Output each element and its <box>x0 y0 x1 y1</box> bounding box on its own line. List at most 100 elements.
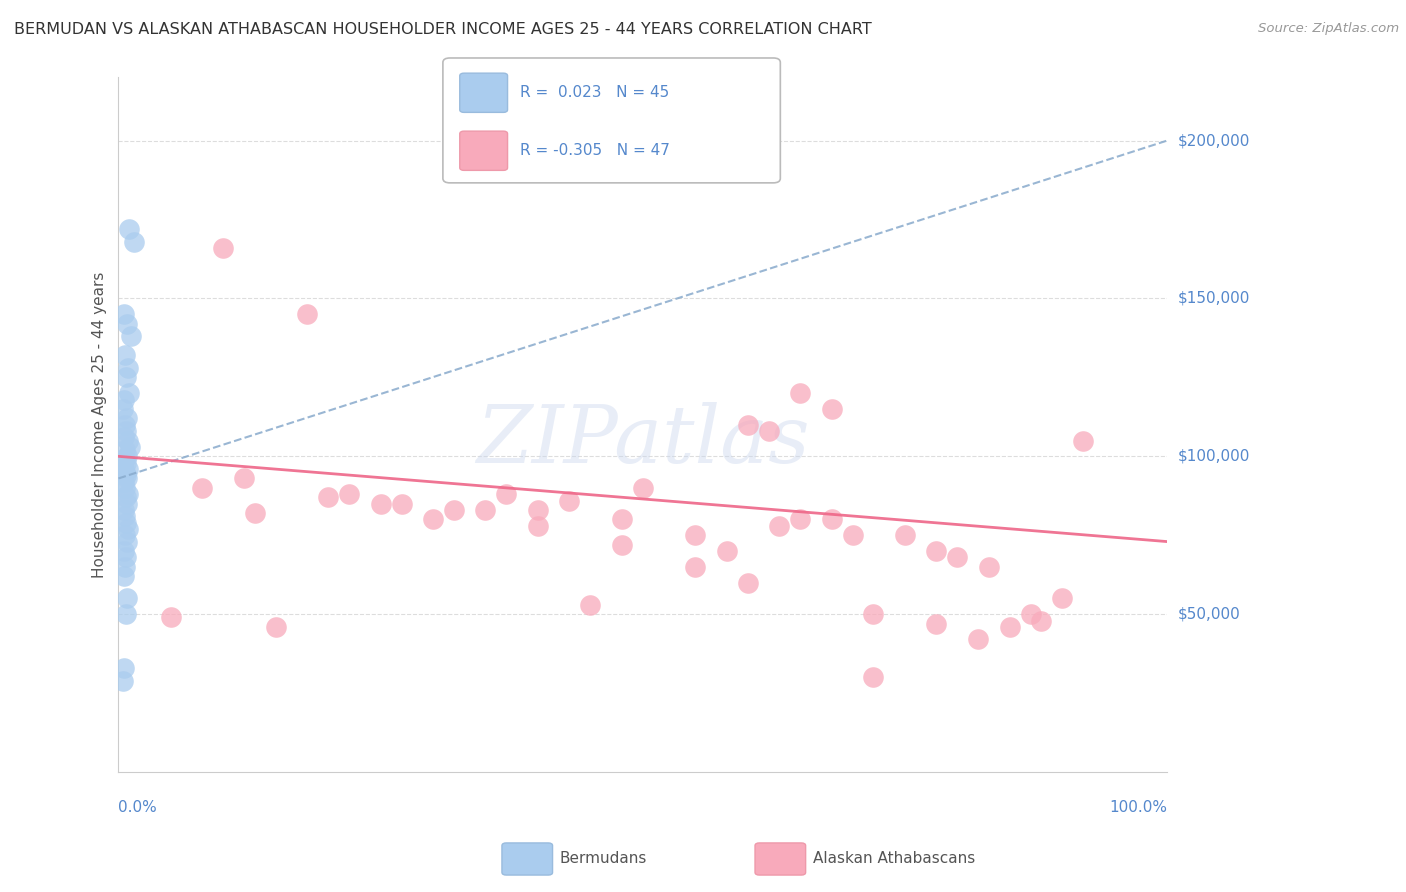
Point <box>114 528 136 542</box>
Point <box>558 493 581 508</box>
Point <box>115 534 138 549</box>
Point <box>111 673 134 688</box>
Point <box>737 575 759 590</box>
Point <box>820 401 842 416</box>
Text: Bermudans: Bermudans <box>560 852 647 866</box>
Point <box>114 370 136 384</box>
Point <box>115 497 138 511</box>
Point <box>998 620 1021 634</box>
Point <box>716 544 738 558</box>
Point <box>443 503 465 517</box>
Point <box>115 411 138 425</box>
Point <box>967 632 990 647</box>
Point <box>946 550 969 565</box>
Text: $150,000: $150,000 <box>1178 291 1250 306</box>
Point <box>610 512 633 526</box>
Text: $100,000: $100,000 <box>1178 449 1250 464</box>
Point <box>112 307 135 321</box>
Text: R = -0.305   N = 47: R = -0.305 N = 47 <box>520 144 671 158</box>
Point <box>117 434 139 448</box>
Text: 0.0%: 0.0% <box>118 800 157 815</box>
Point <box>337 487 360 501</box>
Point <box>862 670 884 684</box>
Point <box>191 481 214 495</box>
Text: 100.0%: 100.0% <box>1109 800 1167 815</box>
Point <box>117 462 139 476</box>
Text: ZIPatlas: ZIPatlas <box>477 401 810 479</box>
Point <box>820 512 842 526</box>
Point <box>370 497 392 511</box>
Point <box>114 417 136 432</box>
Point <box>1052 591 1074 606</box>
Point <box>112 503 135 517</box>
Point <box>117 522 139 536</box>
Point <box>117 360 139 375</box>
Point <box>114 468 136 483</box>
Text: Alaskan Athabascans: Alaskan Athabascans <box>813 852 974 866</box>
Point <box>925 544 948 558</box>
Point <box>527 503 550 517</box>
Text: $50,000: $50,000 <box>1178 607 1240 622</box>
Point <box>122 235 145 249</box>
Point <box>212 241 235 255</box>
Point <box>114 550 136 565</box>
Point <box>737 417 759 432</box>
Point <box>160 610 183 624</box>
Point <box>977 559 1000 574</box>
Point <box>115 591 138 606</box>
Point <box>768 518 790 533</box>
Point <box>233 471 256 485</box>
Point <box>579 598 602 612</box>
Point <box>1071 434 1094 448</box>
Point <box>295 307 318 321</box>
Point <box>894 528 917 542</box>
Point <box>112 544 135 558</box>
Point <box>118 386 141 401</box>
Point <box>112 661 135 675</box>
Point <box>114 456 136 470</box>
Point <box>114 465 136 479</box>
Point <box>114 491 136 505</box>
Text: R =  0.023   N = 45: R = 0.023 N = 45 <box>520 86 669 100</box>
Point <box>789 386 811 401</box>
Point <box>112 452 135 467</box>
Point <box>527 518 550 533</box>
Point <box>111 458 134 473</box>
Point <box>264 620 287 634</box>
Point <box>112 475 135 489</box>
Point <box>1031 614 1053 628</box>
Point <box>114 516 136 530</box>
Point <box>112 392 135 407</box>
Point <box>118 440 141 454</box>
Point <box>115 450 138 464</box>
Text: BERMUDAN VS ALASKAN ATHABASCAN HOUSEHOLDER INCOME AGES 25 - 44 YEARS CORRELATION: BERMUDAN VS ALASKAN ATHABASCAN HOUSEHOLD… <box>14 22 872 37</box>
Text: $200,000: $200,000 <box>1178 133 1250 148</box>
Point <box>610 538 633 552</box>
Point <box>120 329 142 343</box>
Point <box>474 503 496 517</box>
Point <box>112 430 135 444</box>
Point <box>117 487 139 501</box>
Point <box>115 317 138 331</box>
Point <box>391 497 413 511</box>
Point <box>758 424 780 438</box>
Point <box>114 559 136 574</box>
Point <box>683 528 706 542</box>
Y-axis label: Householder Income Ages 25 - 44 years: Householder Income Ages 25 - 44 years <box>93 271 107 578</box>
Point <box>789 512 811 526</box>
Text: Source: ZipAtlas.com: Source: ZipAtlas.com <box>1258 22 1399 36</box>
Point <box>112 569 135 583</box>
Point <box>1019 607 1042 622</box>
Point <box>115 471 138 485</box>
Point <box>114 607 136 622</box>
Point <box>118 222 141 236</box>
Point <box>495 487 517 501</box>
Point <box>111 401 134 416</box>
Point <box>631 481 654 495</box>
Point <box>243 506 266 520</box>
Point <box>422 512 444 526</box>
Point <box>114 348 136 362</box>
Point <box>683 559 706 574</box>
Point <box>316 491 339 505</box>
Point <box>114 509 136 524</box>
